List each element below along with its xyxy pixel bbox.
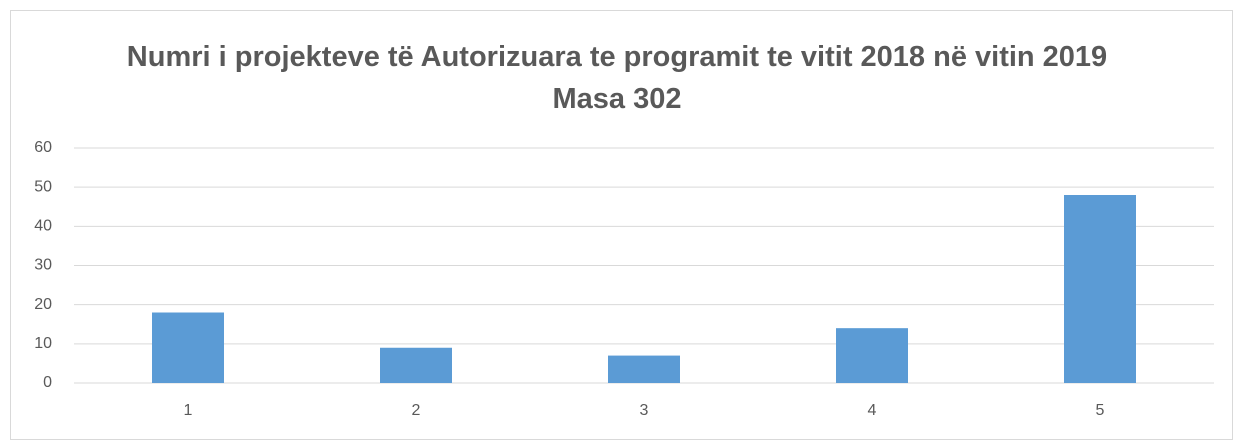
x-tick-label: 1 xyxy=(184,402,193,419)
bar xyxy=(1064,195,1136,383)
bar xyxy=(152,312,224,383)
x-tick-label: 4 xyxy=(868,402,877,419)
y-tick-label: 50 xyxy=(34,178,52,195)
bar xyxy=(836,328,908,383)
y-tick-label: 30 xyxy=(34,257,52,274)
y-tick-label: 40 xyxy=(34,218,52,235)
y-tick-label: 60 xyxy=(34,139,52,156)
x-tick-label: 3 xyxy=(640,402,649,419)
x-tick-label: 5 xyxy=(1096,402,1105,419)
x-tick-label: 2 xyxy=(412,402,421,419)
bar xyxy=(380,347,452,383)
bar xyxy=(608,355,680,383)
y-tick-label: 10 xyxy=(34,335,52,352)
y-tick-label: 20 xyxy=(34,296,52,313)
y-tick-label: 0 xyxy=(43,374,52,391)
chart-title: Numri i projekteve të Autorizuara te pro… xyxy=(126,41,1108,115)
